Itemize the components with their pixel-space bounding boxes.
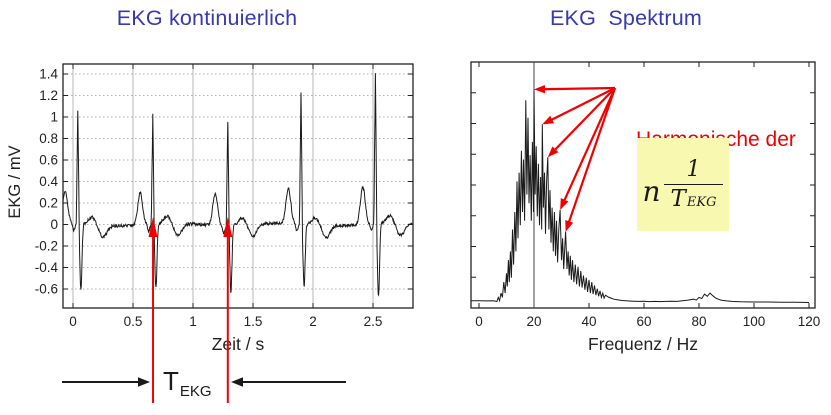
y-tick-label: -0.4 (35, 260, 59, 275)
dimension-arrow-left-head (138, 377, 150, 387)
x-tick-label: 2.5 (364, 314, 383, 329)
harmonic-arrow-line (548, 87, 616, 122)
formula-fraction: 1 T EKG (663, 157, 724, 212)
t-ekg-marker-arrowhead (148, 217, 158, 237)
x-tick-label: 2 (309, 314, 317, 329)
formula-denominator: T EKG (663, 183, 724, 212)
formula-numerator: 1 (686, 157, 701, 183)
harmonic-arrow-line (541, 86, 616, 91)
y-tick-label: 0 (50, 217, 58, 232)
x-tick-label: 0.5 (124, 314, 143, 329)
x-tick-label: 1.5 (244, 314, 263, 329)
formula-coefficient: n (642, 175, 661, 208)
harmonic-arrow-line (567, 87, 617, 225)
y-tick-label: -0.6 (35, 282, 58, 297)
t-ekg-marker-arrowhead (223, 217, 233, 237)
x-tick-label: 80 (691, 314, 706, 329)
ecg-trace (63, 73, 413, 297)
harmonic-arrow-head (547, 146, 559, 158)
right-chart-title: EKG Spektrum (550, 6, 702, 30)
formula-denominator-symbol: T (670, 185, 686, 212)
harmonic-arrow-head (534, 84, 546, 94)
harmonics-formula-box: n 1 T EKG (637, 138, 729, 231)
x-tick-label: 60 (636, 314, 651, 329)
y-tick-label: 1.2 (39, 88, 58, 103)
y-tick-label: 0.8 (39, 131, 58, 146)
x-tick-label: 20 (526, 314, 541, 329)
harmonic-arrow-line (562, 87, 617, 203)
spectrum-trace (471, 89, 810, 303)
x-axis-label: Frequenz / Hz (588, 334, 698, 354)
dimension-arrow-right-head (231, 377, 243, 387)
x-tick-label: 40 (581, 314, 596, 329)
harmonic-arrow-head (560, 198, 569, 210)
y-tick-label: 0.4 (39, 174, 58, 189)
harmonic-arrow-head (542, 115, 554, 125)
x-tick-label: 1 (189, 314, 197, 329)
ekg-time-chart: 0 0.5 1 1.5 2 2.5 1.4 1.2 1 0.8 0.6 0.4 0.2 0 -0.2 -0.4… (6, 63, 414, 403)
y-tick-label: -0.2 (35, 239, 58, 254)
x-tick-label: 0 (69, 314, 77, 329)
t-ekg-interval-label: TEKG (163, 366, 212, 400)
x-axis-label: Zeit / s (212, 334, 265, 354)
harmonic-arrow-head (565, 219, 574, 232)
x-tick-label: 100 (743, 314, 766, 329)
y-tick-label: 0.2 (39, 196, 58, 211)
left-chart-title: EKG kontinuierlich (116, 6, 298, 30)
x-tick-label: 0 (475, 314, 483, 329)
ekg-spectrum-chart: 0 20 40 60 80 100 120 Frequenz / Hz (470, 61, 821, 354)
x-tick-label: 120 (798, 314, 821, 329)
left-plot-border (62, 63, 414, 309)
harmonic-arrow-line (552, 87, 616, 153)
t-ekg-label-subscript: EKG (179, 383, 212, 400)
y-tick-label: 1.4 (39, 67, 58, 82)
y-tick-label: 1 (50, 110, 58, 125)
formula-denominator-subscript: EKG (686, 194, 717, 210)
y-tick-label: 0.6 (39, 153, 58, 168)
t-ekg-label-symbol: T (163, 366, 179, 396)
y-axis-label: EKG / mV (6, 145, 24, 218)
